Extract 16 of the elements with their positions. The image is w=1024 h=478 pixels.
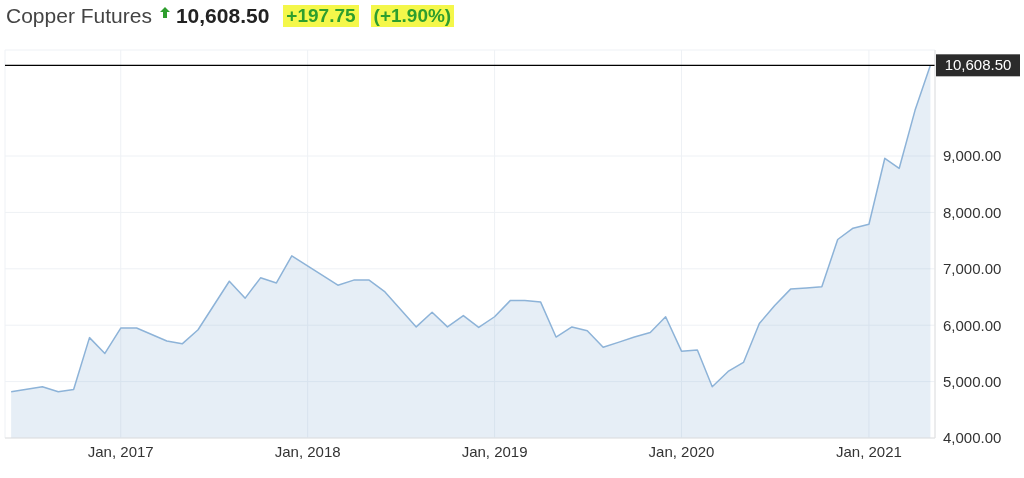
x-tick-label: Jan, 2019 [461,442,528,460]
y-tick-label: 7,000.00 [943,260,1002,278]
chart-title: Copper Futures [6,4,152,28]
x-tick-label: Jan, 2018 [274,442,341,460]
x-tick-label: Jan, 2020 [648,442,715,460]
x-tick-label: Jan, 2021 [835,442,902,460]
y-tick-label: 9,000.00 [943,147,1002,165]
text: 10,608.50 [175,4,270,28]
x-tick-label: Jan, 2017 [87,442,154,460]
ref-line-label: 10,608.50 [944,56,1012,74]
y-tick-label: 5,000.00 [943,372,1002,390]
y-tick-label: 4,000.00 [943,429,1002,447]
y-tick-label: 8,000.00 [943,203,1002,221]
text: +197.75 [283,5,359,27]
y-tick-label: 6,000.00 [943,316,1002,334]
text: (+1.90%) [370,5,455,27]
